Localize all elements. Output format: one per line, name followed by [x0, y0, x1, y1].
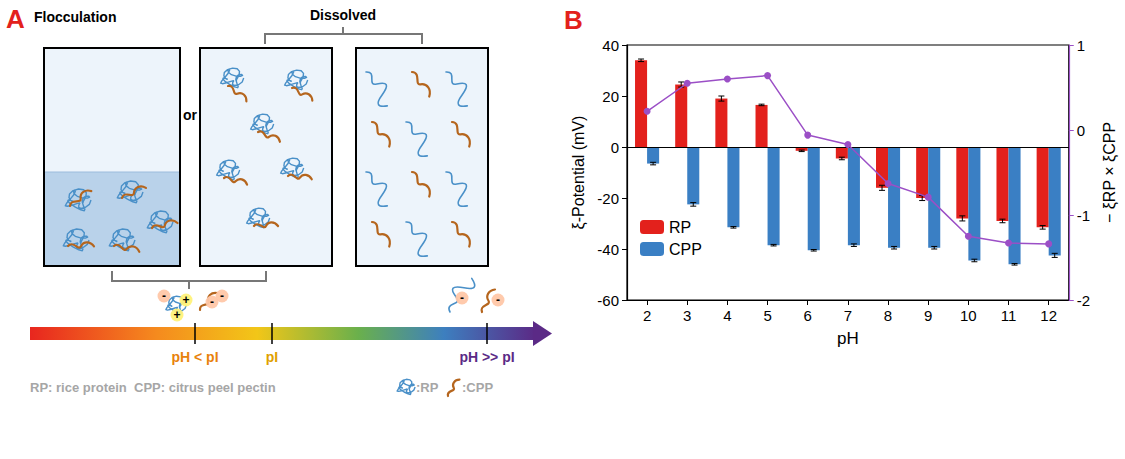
svg-text:pH: pH: [837, 329, 859, 348]
svg-text:pH >> pI: pH >> pI: [459, 349, 514, 365]
svg-text:-20: -20: [597, 190, 619, 207]
svg-text:pI: pI: [266, 349, 278, 365]
svg-text::RP: :RP: [416, 380, 439, 395]
svg-text:A: A: [6, 4, 25, 34]
svg-text:-: -: [220, 289, 224, 303]
svg-text:20: 20: [602, 88, 619, 105]
svg-text:12: 12: [1040, 307, 1057, 324]
svg-text:6: 6: [804, 307, 812, 324]
svg-text:4: 4: [723, 307, 731, 324]
svg-text:Dissolved: Dissolved: [310, 7, 376, 23]
svg-text:10: 10: [960, 307, 977, 324]
svg-text:11: 11: [1001, 307, 1017, 324]
svg-text:0: 0: [1077, 122, 1085, 139]
svg-text:+: +: [173, 308, 180, 322]
svg-text:-: -: [210, 295, 214, 309]
svg-text:2: 2: [643, 307, 651, 324]
svg-text:− ξRP × ξCPP: − ξRP × ξCPP: [1101, 122, 1119, 223]
svg-text:9: 9: [924, 307, 932, 324]
svg-text:RP: rice protein CPP: citrus: RP: rice protein CPP: citrus peel pectin: [30, 380, 276, 395]
svg-text:1: 1: [1077, 37, 1085, 54]
svg-text:pH < pI: pH < pI: [171, 349, 218, 365]
svg-text:40: 40: [602, 37, 619, 54]
svg-text::CPP: :CPP: [462, 380, 493, 395]
svg-text:8: 8: [884, 307, 892, 324]
svg-text:ξ-Potential (mV): ξ-Potential (mV): [570, 116, 588, 230]
svg-text:Flocculation: Flocculation: [34, 9, 116, 25]
svg-text:CPP: CPP: [669, 241, 702, 258]
svg-text:3: 3: [683, 307, 691, 324]
svg-text:or: or: [183, 107, 198, 123]
svg-text:5: 5: [763, 307, 771, 324]
svg-text:B: B: [564, 5, 583, 35]
svg-text:-: -: [496, 293, 500, 307]
svg-text:0: 0: [611, 139, 619, 156]
svg-text:+: +: [182, 293, 189, 307]
svg-text:-: -: [162, 289, 166, 303]
svg-text:-1: -1: [1077, 207, 1090, 224]
svg-text:-40: -40: [597, 241, 619, 258]
svg-text:7: 7: [844, 307, 852, 324]
svg-text:-2: -2: [1077, 292, 1090, 309]
svg-text:RP: RP: [669, 219, 691, 236]
svg-text:-60: -60: [597, 292, 619, 309]
svg-text:-: -: [460, 291, 464, 305]
